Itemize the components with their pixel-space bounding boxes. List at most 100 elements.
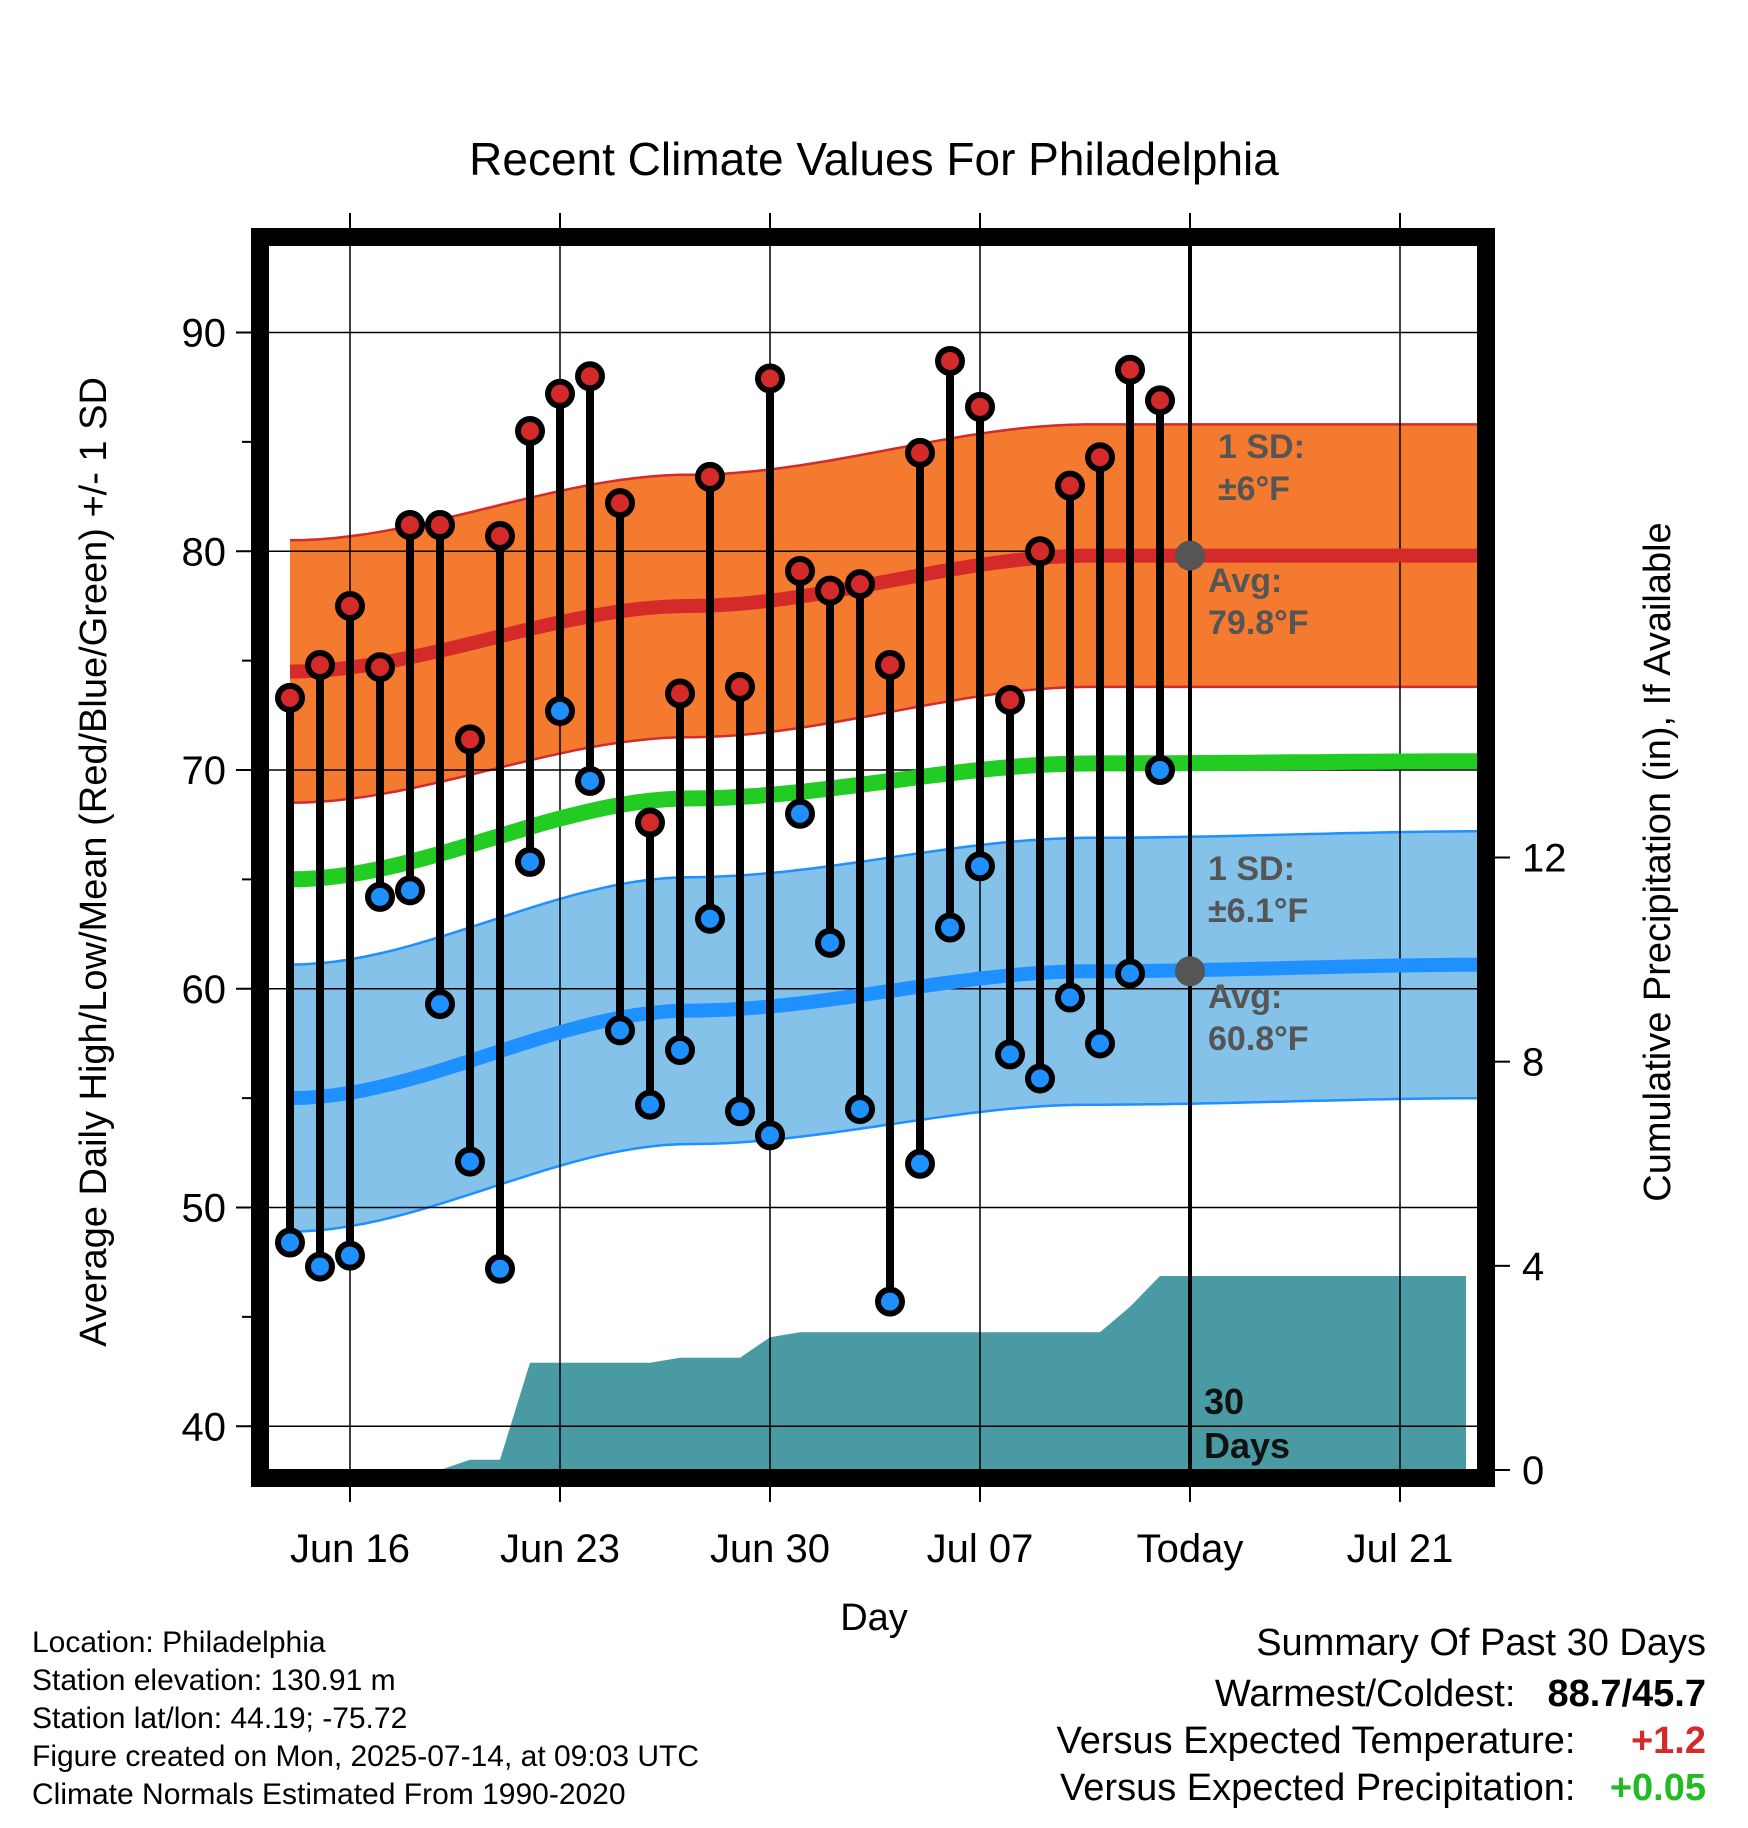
- precip-label: Versus Expected Precipitation:: [1060, 1767, 1576, 1809]
- high-point-3: [365, 652, 395, 683]
- low-point-17: [785, 798, 815, 829]
- warm-cold-label: Warmest/Coldest:: [1214, 1673, 1516, 1715]
- low-point-18: [815, 927, 845, 958]
- x-tick-label-0: Jun 16: [290, 1527, 410, 1571]
- temp-value: +1.2: [1630, 1720, 1706, 1762]
- location-text: Location: Philadelphia: [32, 1626, 326, 1659]
- low-point-3: [365, 881, 395, 912]
- high-point-15: [725, 671, 755, 702]
- low-point-21: [905, 1148, 935, 1179]
- low-point-11: [605, 1015, 635, 1046]
- low-point-4: [395, 875, 425, 906]
- high-point-28: [1115, 354, 1145, 385]
- high-sd-label: 1 SD:: [1218, 428, 1305, 466]
- y2-tick-label-8: 8: [1522, 1041, 1544, 1085]
- high-point-29: [1145, 385, 1175, 416]
- x-tick-label-3: Jul 07: [927, 1527, 1034, 1571]
- high-point-12: [635, 807, 665, 838]
- low-point-13: [665, 1035, 695, 1065]
- high-point-25: [1025, 536, 1055, 567]
- high-point-18: [815, 575, 845, 606]
- x-tick-label-4: Today: [1137, 1527, 1244, 1571]
- high-point-11: [605, 488, 635, 519]
- x-tick-label-5: Jul 21: [1347, 1527, 1454, 1571]
- low-point-14: [695, 903, 725, 934]
- low-avg-label: Avg:: [1208, 978, 1282, 1016]
- low-point-10: [575, 765, 605, 796]
- chart-title: Recent Climate Values For Philadelphia: [469, 133, 1279, 185]
- high-point-0: [275, 682, 305, 713]
- high-point-5: [425, 510, 455, 540]
- high-point-17: [785, 555, 815, 586]
- warm-cold-value: 88.7/45.7: [1547, 1673, 1706, 1715]
- days-word-label: Days: [1204, 1425, 1290, 1466]
- low-point-22: [935, 912, 965, 943]
- high-point-24: [995, 685, 1025, 715]
- low-point-5: [425, 989, 455, 1020]
- y-axis-label: Average Daily High/Low/Mean (Red/Blue/Gr…: [73, 377, 115, 1347]
- low-point-12: [635, 1089, 665, 1120]
- high-point-14: [695, 461, 725, 492]
- elevation-text: Station elevation: 130.91 m: [32, 1664, 396, 1697]
- high-point-20: [875, 650, 905, 680]
- low-point-9: [545, 695, 575, 726]
- days-count-label: 30: [1204, 1381, 1244, 1422]
- low-avg-value: 60.8°F: [1208, 1020, 1309, 1058]
- low-point-8: [515, 846, 545, 877]
- x-axis-label: Day: [840, 1597, 908, 1639]
- summary-heading: Summary Of Past 30 Days: [1256, 1622, 1706, 1664]
- low-sd-label: 1 SD:: [1208, 850, 1295, 888]
- y-tick-label-60: 60: [182, 968, 227, 1012]
- high-point-13: [665, 678, 695, 709]
- x-tick-label-1: Jun 23: [500, 1527, 620, 1571]
- low-point-2: [335, 1240, 365, 1271]
- temp-label: Versus Expected Temperature:: [1056, 1720, 1576, 1762]
- low-point-1: [305, 1251, 335, 1282]
- high-point-26: [1055, 470, 1085, 501]
- high-avg-label: Avg:: [1208, 562, 1282, 600]
- high-sd-band-upper-edge: [289, 423, 1490, 542]
- high-avg-value: 79.8°F: [1208, 604, 1309, 642]
- normals-text: Climate Normals Estimated From 1990-2020: [32, 1778, 626, 1811]
- plot-frame: [251, 228, 1495, 1487]
- y2-tick-label-12: 12: [1522, 837, 1567, 881]
- y-tick-label-50: 50: [182, 1187, 227, 1231]
- low-point-16: [755, 1120, 785, 1151]
- y-tick-label-80: 80: [182, 530, 227, 574]
- high-point-27: [1085, 442, 1115, 473]
- low-point-28: [1115, 958, 1145, 989]
- low-point-15: [725, 1096, 755, 1127]
- latlon-text: Station lat/lon: 44.19; -75.72: [32, 1702, 408, 1735]
- high-point-22: [935, 345, 965, 376]
- station-info: Location: Philadelphia Station elevation…: [32, 1624, 699, 1814]
- high-point-10: [575, 361, 605, 392]
- today-high-avg-marker: [1175, 540, 1205, 571]
- low-point-6: [455, 1146, 485, 1177]
- low-point-7: [485, 1253, 515, 1284]
- high-point-19: [845, 569, 875, 600]
- today-low-avg-marker: [1175, 956, 1205, 987]
- high-point-7: [485, 520, 515, 551]
- low-point-27: [1085, 1028, 1115, 1059]
- low-point-26: [1055, 982, 1085, 1013]
- high-point-4: [395, 510, 425, 540]
- precip-value: +0.05: [1609, 1767, 1706, 1809]
- high-point-16: [755, 363, 785, 394]
- normal-high-line: [289, 548, 1490, 679]
- low-point-19: [845, 1094, 875, 1125]
- y-tick-label-90: 90: [182, 312, 227, 356]
- high-point-21: [905, 437, 935, 468]
- y-tick-label-70: 70: [182, 749, 227, 793]
- low-sd-value: ±6.1°F: [1208, 892, 1308, 930]
- y2-axis-label: Cumulative Precipitation (in), If Availa…: [1637, 522, 1679, 1201]
- high-point-6: [455, 724, 485, 755]
- low-point-25: [1025, 1063, 1055, 1094]
- low-point-0: [275, 1227, 305, 1258]
- y2-tick-label-0: 0: [1522, 1449, 1544, 1493]
- x-tick-label-2: Jun 30: [710, 1527, 830, 1571]
- low-point-29: [1145, 755, 1175, 785]
- high-sd-value: ±6°F: [1218, 470, 1290, 508]
- high-point-9: [545, 378, 575, 409]
- y2-tick-label-4: 4: [1522, 1245, 1544, 1289]
- created-text: Figure created on Mon, 2025-07-14, at 09…: [32, 1740, 700, 1773]
